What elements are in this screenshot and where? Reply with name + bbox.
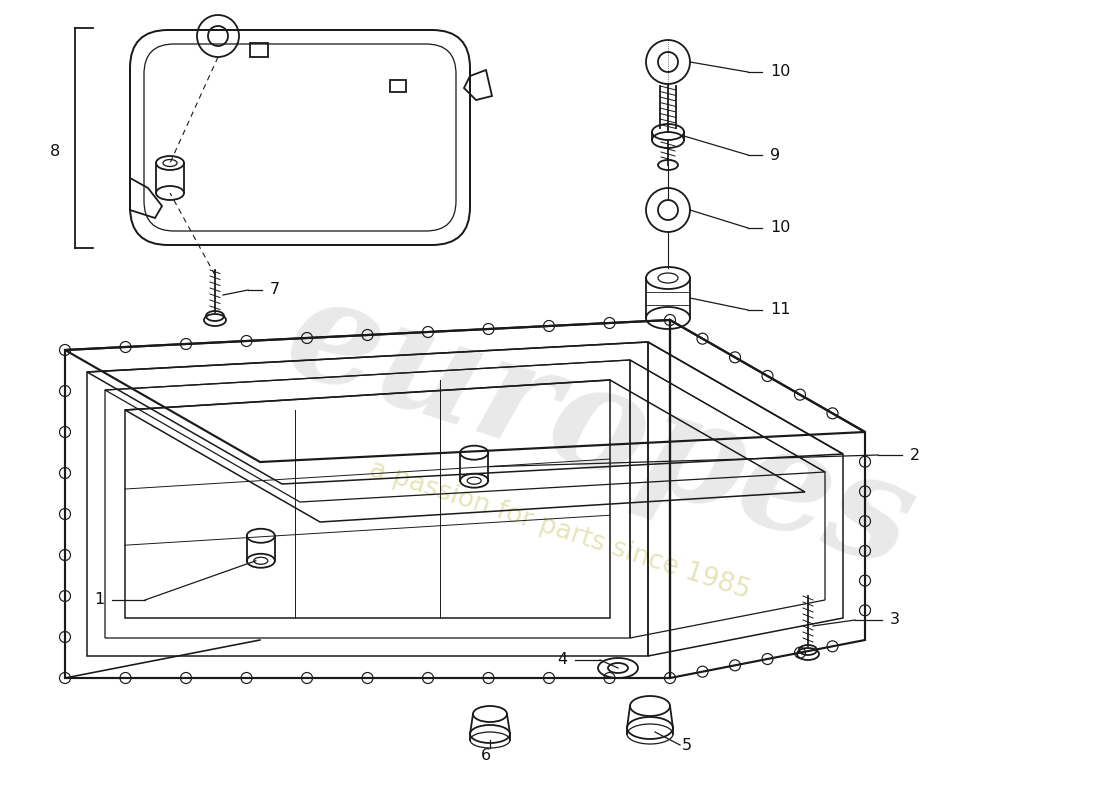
Text: europes: europes: [270, 262, 931, 598]
Bar: [250, 43, 268, 57]
Text: 11: 11: [770, 302, 791, 318]
Text: 2: 2: [910, 447, 920, 462]
Text: 4: 4: [557, 653, 566, 667]
Text: 1: 1: [94, 593, 104, 607]
Text: 5: 5: [682, 738, 692, 753]
Text: 9: 9: [770, 147, 780, 162]
Text: 3: 3: [890, 613, 900, 627]
Text: 10: 10: [770, 221, 791, 235]
Text: 8: 8: [50, 145, 60, 159]
Text: 7: 7: [270, 282, 280, 298]
Text: a passion for parts since 1985: a passion for parts since 1985: [366, 456, 754, 604]
Text: 10: 10: [770, 65, 791, 79]
Bar: [390, 80, 406, 92]
Text: 6: 6: [481, 749, 491, 763]
